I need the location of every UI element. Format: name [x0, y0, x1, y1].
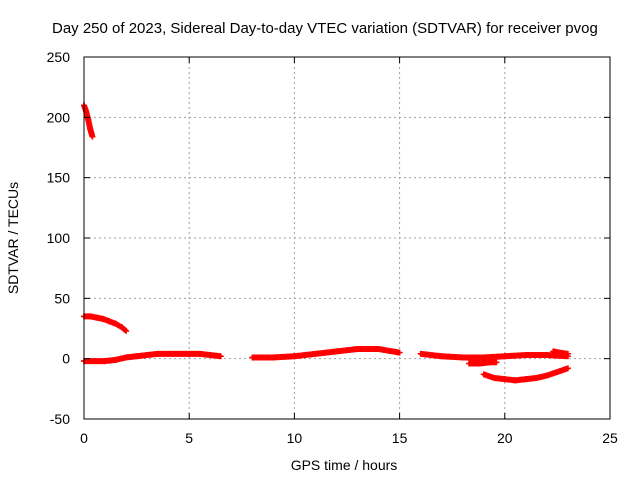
- data-point: [89, 133, 96, 140]
- y-tick-label: 250: [47, 49, 71, 65]
- y-tick-label: -50: [50, 411, 70, 427]
- x-tick-label: 20: [497, 430, 513, 446]
- y-tick-label: 100: [47, 230, 71, 246]
- chart-title: Day 250 of 2023, Sidereal Day-to-day VTE…: [52, 20, 598, 37]
- data-series-track-3: [81, 350, 224, 365]
- y-tick-label: 50: [54, 290, 70, 306]
- x-tick-label: 25: [602, 430, 618, 446]
- x-tick-label: 0: [80, 430, 88, 446]
- x-tick-label: 10: [287, 430, 303, 446]
- ticks: 0 5 10 15 20 25 -50 0 50 100 150 200 250: [47, 49, 618, 446]
- data-series-track-7: [480, 365, 571, 384]
- data-point: [123, 327, 130, 334]
- x-axis-label: GPS time / hours: [291, 457, 398, 473]
- data-series-track-6: [466, 359, 500, 367]
- data-series-track-2: [81, 313, 130, 334]
- data-layer: [81, 102, 571, 384]
- y-tick-label: 150: [47, 170, 71, 186]
- y-axis-label: SDTVAR / TECUs: [5, 182, 21, 294]
- y-tick-label: 0: [62, 351, 70, 367]
- data-point: [396, 349, 403, 356]
- x-tick-label: 15: [392, 430, 408, 446]
- data-point: [493, 359, 500, 366]
- y-tick-label: 200: [47, 109, 71, 125]
- data-point: [564, 350, 571, 357]
- data-series-track-8: [550, 348, 571, 357]
- data-point: [217, 353, 224, 360]
- data-series-track-4: [249, 346, 403, 361]
- data-point: [122, 327, 129, 334]
- data-series-track-5: [417, 350, 571, 361]
- data-point: [564, 365, 571, 372]
- x-tick-label: 5: [185, 430, 193, 446]
